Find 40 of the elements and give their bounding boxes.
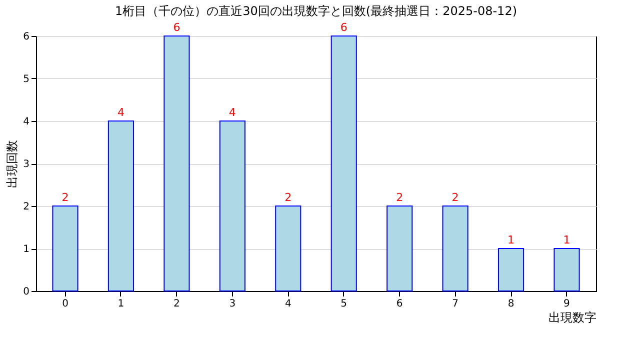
x-tick-label: 4 (284, 298, 292, 310)
bar (108, 120, 134, 292)
data-label: 6 (340, 21, 348, 34)
x-tick-label: 7 (452, 298, 458, 310)
chart-title: 1桁目（千の位）の直近30回の出現数字と回数(最終抽選日：2025-08-12) (114, 4, 518, 18)
x-tick-label: 5 (340, 298, 348, 310)
y-tick-label: 3 (23, 159, 30, 170)
x-tick-label: 8 (508, 298, 514, 310)
data-label: 2 (284, 191, 292, 204)
data-label: 1 (508, 234, 515, 246)
bar (275, 206, 302, 292)
x-tick-label: 6 (396, 298, 403, 310)
x-tick-label: 2 (174, 298, 180, 310)
bar (498, 248, 524, 292)
bar (164, 36, 190, 292)
y-axis-title: 出現回数 (5, 140, 20, 188)
y-tick-label: 2 (23, 202, 30, 212)
data-label: 4 (117, 106, 124, 119)
y-tick-label: 4 (23, 116, 30, 128)
data-label: 6 (173, 21, 180, 34)
bar (219, 120, 246, 292)
x-tick-label: 9 (564, 298, 570, 310)
y-tick-label: 5 (23, 74, 30, 85)
y-tick-label: 6 (23, 32, 30, 42)
bar (52, 206, 78, 292)
data-label: 1 (563, 234, 570, 246)
data-label: 4 (228, 106, 236, 119)
y-tick-label: 0 (23, 286, 30, 298)
x-tick-label: 3 (229, 298, 236, 310)
bar (386, 206, 413, 292)
data-label: 2 (62, 191, 69, 204)
bar (330, 36, 357, 292)
data-label: 2 (396, 191, 404, 204)
x-tick-label: 0 (62, 298, 68, 310)
bar (442, 206, 468, 292)
data-label: 2 (452, 191, 459, 204)
bar (554, 248, 580, 292)
x-axis-title: 出現数字 (548, 310, 596, 324)
y-tick-label: 1 (23, 244, 30, 255)
x-tick-label: 1 (118, 298, 124, 310)
